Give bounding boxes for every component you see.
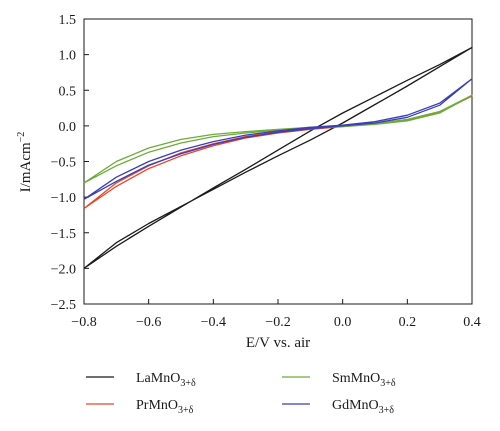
legend-label: SmMnO3+δ [332, 371, 396, 389]
x-tick-label: −0.8 [71, 315, 96, 330]
y-tick-label: 1.5 [59, 13, 77, 28]
legend-label: LaMnO3+δ [136, 371, 196, 389]
x-tick-label: 0.4 [463, 315, 481, 330]
legend-label-main: PrMnO [136, 398, 178, 413]
y-tick-label: 0.5 [59, 84, 77, 99]
legend-label: GdMnO3+δ [332, 398, 394, 416]
series-line-gdmno [83, 78, 473, 200]
x-tick-label: −0.2 [265, 315, 290, 330]
legend-label-sub: 3+δ [178, 405, 194, 416]
x-axis-label: E/V vs. air [246, 335, 310, 351]
plot-frame [83, 18, 473, 305]
plot-axes [83, 18, 473, 305]
legend-label-main: LaMnO [136, 371, 180, 386]
y-axis-label-sup: −2 [16, 132, 27, 143]
x-tick-label: −0.6 [136, 315, 161, 330]
legend-label-sub: 3+δ [180, 378, 196, 389]
x-tick-label: −0.4 [201, 315, 226, 330]
legend-label-main: GdMnO [332, 398, 379, 413]
series-line-prmno [83, 95, 473, 210]
y-tick-label: 1.0 [59, 49, 77, 64]
legend-label-sub: 3+δ [379, 405, 395, 416]
tick-group: −0.8 −0.6 −0.4 −0.2 0.0 0.2 0.4 −2.5 −2.0 −1.5 −1.… [51, 13, 481, 330]
legend-label-main: SmMnO [332, 371, 380, 386]
y-tick-label: 0.0 [59, 120, 77, 135]
y-axis-label-main: I/mAcm [18, 142, 34, 192]
y-tick-label: −0.5 [51, 156, 76, 171]
series-line-smmno [83, 94, 473, 184]
legend-label-sub: 3+δ [380, 378, 396, 389]
y-tick-label: −1.0 [51, 191, 76, 206]
y-tick-label: −2.0 [51, 262, 76, 277]
y-tick-label: −2.5 [51, 298, 76, 313]
series-group [83, 46, 473, 269]
y-axis-label: I/mAcm−2 [16, 132, 34, 193]
y-tick-label: −1.5 [51, 227, 76, 242]
legend-label: PrMnO3+δ [136, 398, 194, 416]
x-tick-label: 0.2 [399, 315, 417, 330]
series-line-lamno [83, 46, 473, 269]
x-tick-label: 0.0 [334, 315, 352, 330]
